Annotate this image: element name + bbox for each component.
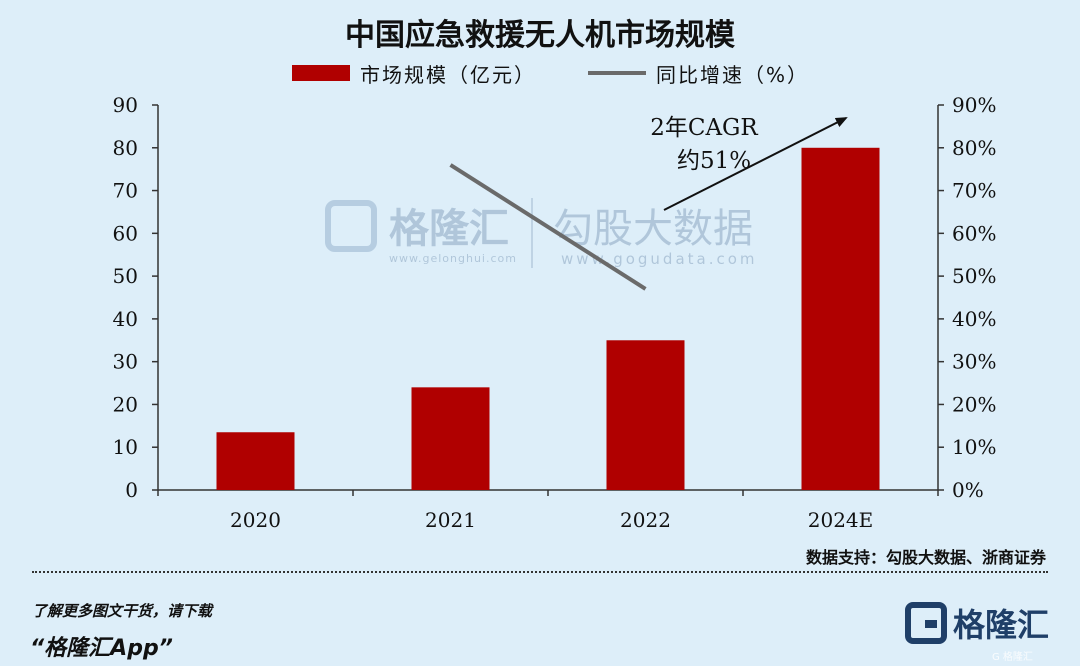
y-left-tick-label: 10 [113, 435, 138, 459]
y-left-tick-label: 30 [113, 350, 138, 374]
bar-2024E [801, 147, 880, 490]
promo-line1: 了解更多图文干货，请下载 [32, 602, 213, 620]
x-tick-label: 2021 [425, 508, 476, 532]
cagr-arrow [663, 117, 848, 211]
footer-divider [32, 571, 1048, 573]
brand-name: 格隆汇 [953, 606, 1050, 644]
y-left-tick-label: 70 [113, 179, 138, 203]
x-tick-label: 2024E [808, 508, 874, 532]
y-right-tick-label: 80% [952, 136, 996, 160]
y-right-tick-label: 10% [952, 435, 996, 459]
y-right-tick-label: 60% [952, 221, 996, 245]
cagr-annotation-line1: 2年CAGR [650, 115, 758, 141]
chart-title: 中国应急救援无人机市场规模 [345, 18, 735, 53]
growth-rate-line [449, 163, 647, 291]
y-left-tick-label: 80 [113, 136, 138, 160]
y-right-tick-label: 50% [952, 264, 996, 288]
legend-line-label: 同比增速（%） [656, 62, 810, 87]
bar-2021 [411, 387, 490, 490]
legend-bar-swatch [292, 65, 350, 81]
y-left-tick-label: 40 [113, 307, 138, 331]
bar-2022 [606, 340, 685, 490]
y-right-tick-label: 0% [952, 478, 984, 502]
bar-2020 [216, 432, 295, 490]
cagr-annotation-line2: 约51% [677, 148, 751, 174]
promo-line2: “格隆汇App” [30, 636, 173, 661]
brand-logo: 格隆汇 [905, 598, 1055, 648]
source-note: 数据支持：勾股大数据、浙商证券 [805, 548, 1046, 567]
y-left-tick-label: 0 [125, 478, 138, 502]
brand-logo-icon [905, 602, 947, 644]
x-tick-label: 2020 [230, 508, 281, 532]
legend-bar-label: 市场规模（亿元） [360, 62, 536, 87]
legend-bar-item: 市场规模（亿元） [292, 58, 536, 88]
y-right-tick-label: 20% [952, 392, 996, 416]
legend-line-item: 同比增速（%） [588, 58, 809, 88]
x-tick-label: 2022 [620, 508, 671, 532]
y-right-tick-label: 70% [952, 179, 996, 203]
y-left-tick-label: 60 [113, 221, 138, 245]
legend-line-swatch [588, 71, 646, 75]
plot-area: 0 10 20 30 40 50 60 70 80 90 0% 10% 20% 30% 40% 50% 60% 7… [113, 93, 997, 532]
y-left-tick-label: 50 [113, 264, 138, 288]
y-left-tick-label: 90 [113, 93, 138, 117]
y-left-tick-label: 20 [113, 392, 138, 416]
small-watermark: G 格隆汇 [992, 652, 1033, 663]
y-right-tick-label: 90% [952, 93, 996, 117]
y-right-tick-label: 30% [952, 350, 996, 374]
legend: 市场规模（亿元） 同比增速（%） [0, 58, 1080, 88]
y-right-tick-label: 40% [952, 307, 996, 331]
